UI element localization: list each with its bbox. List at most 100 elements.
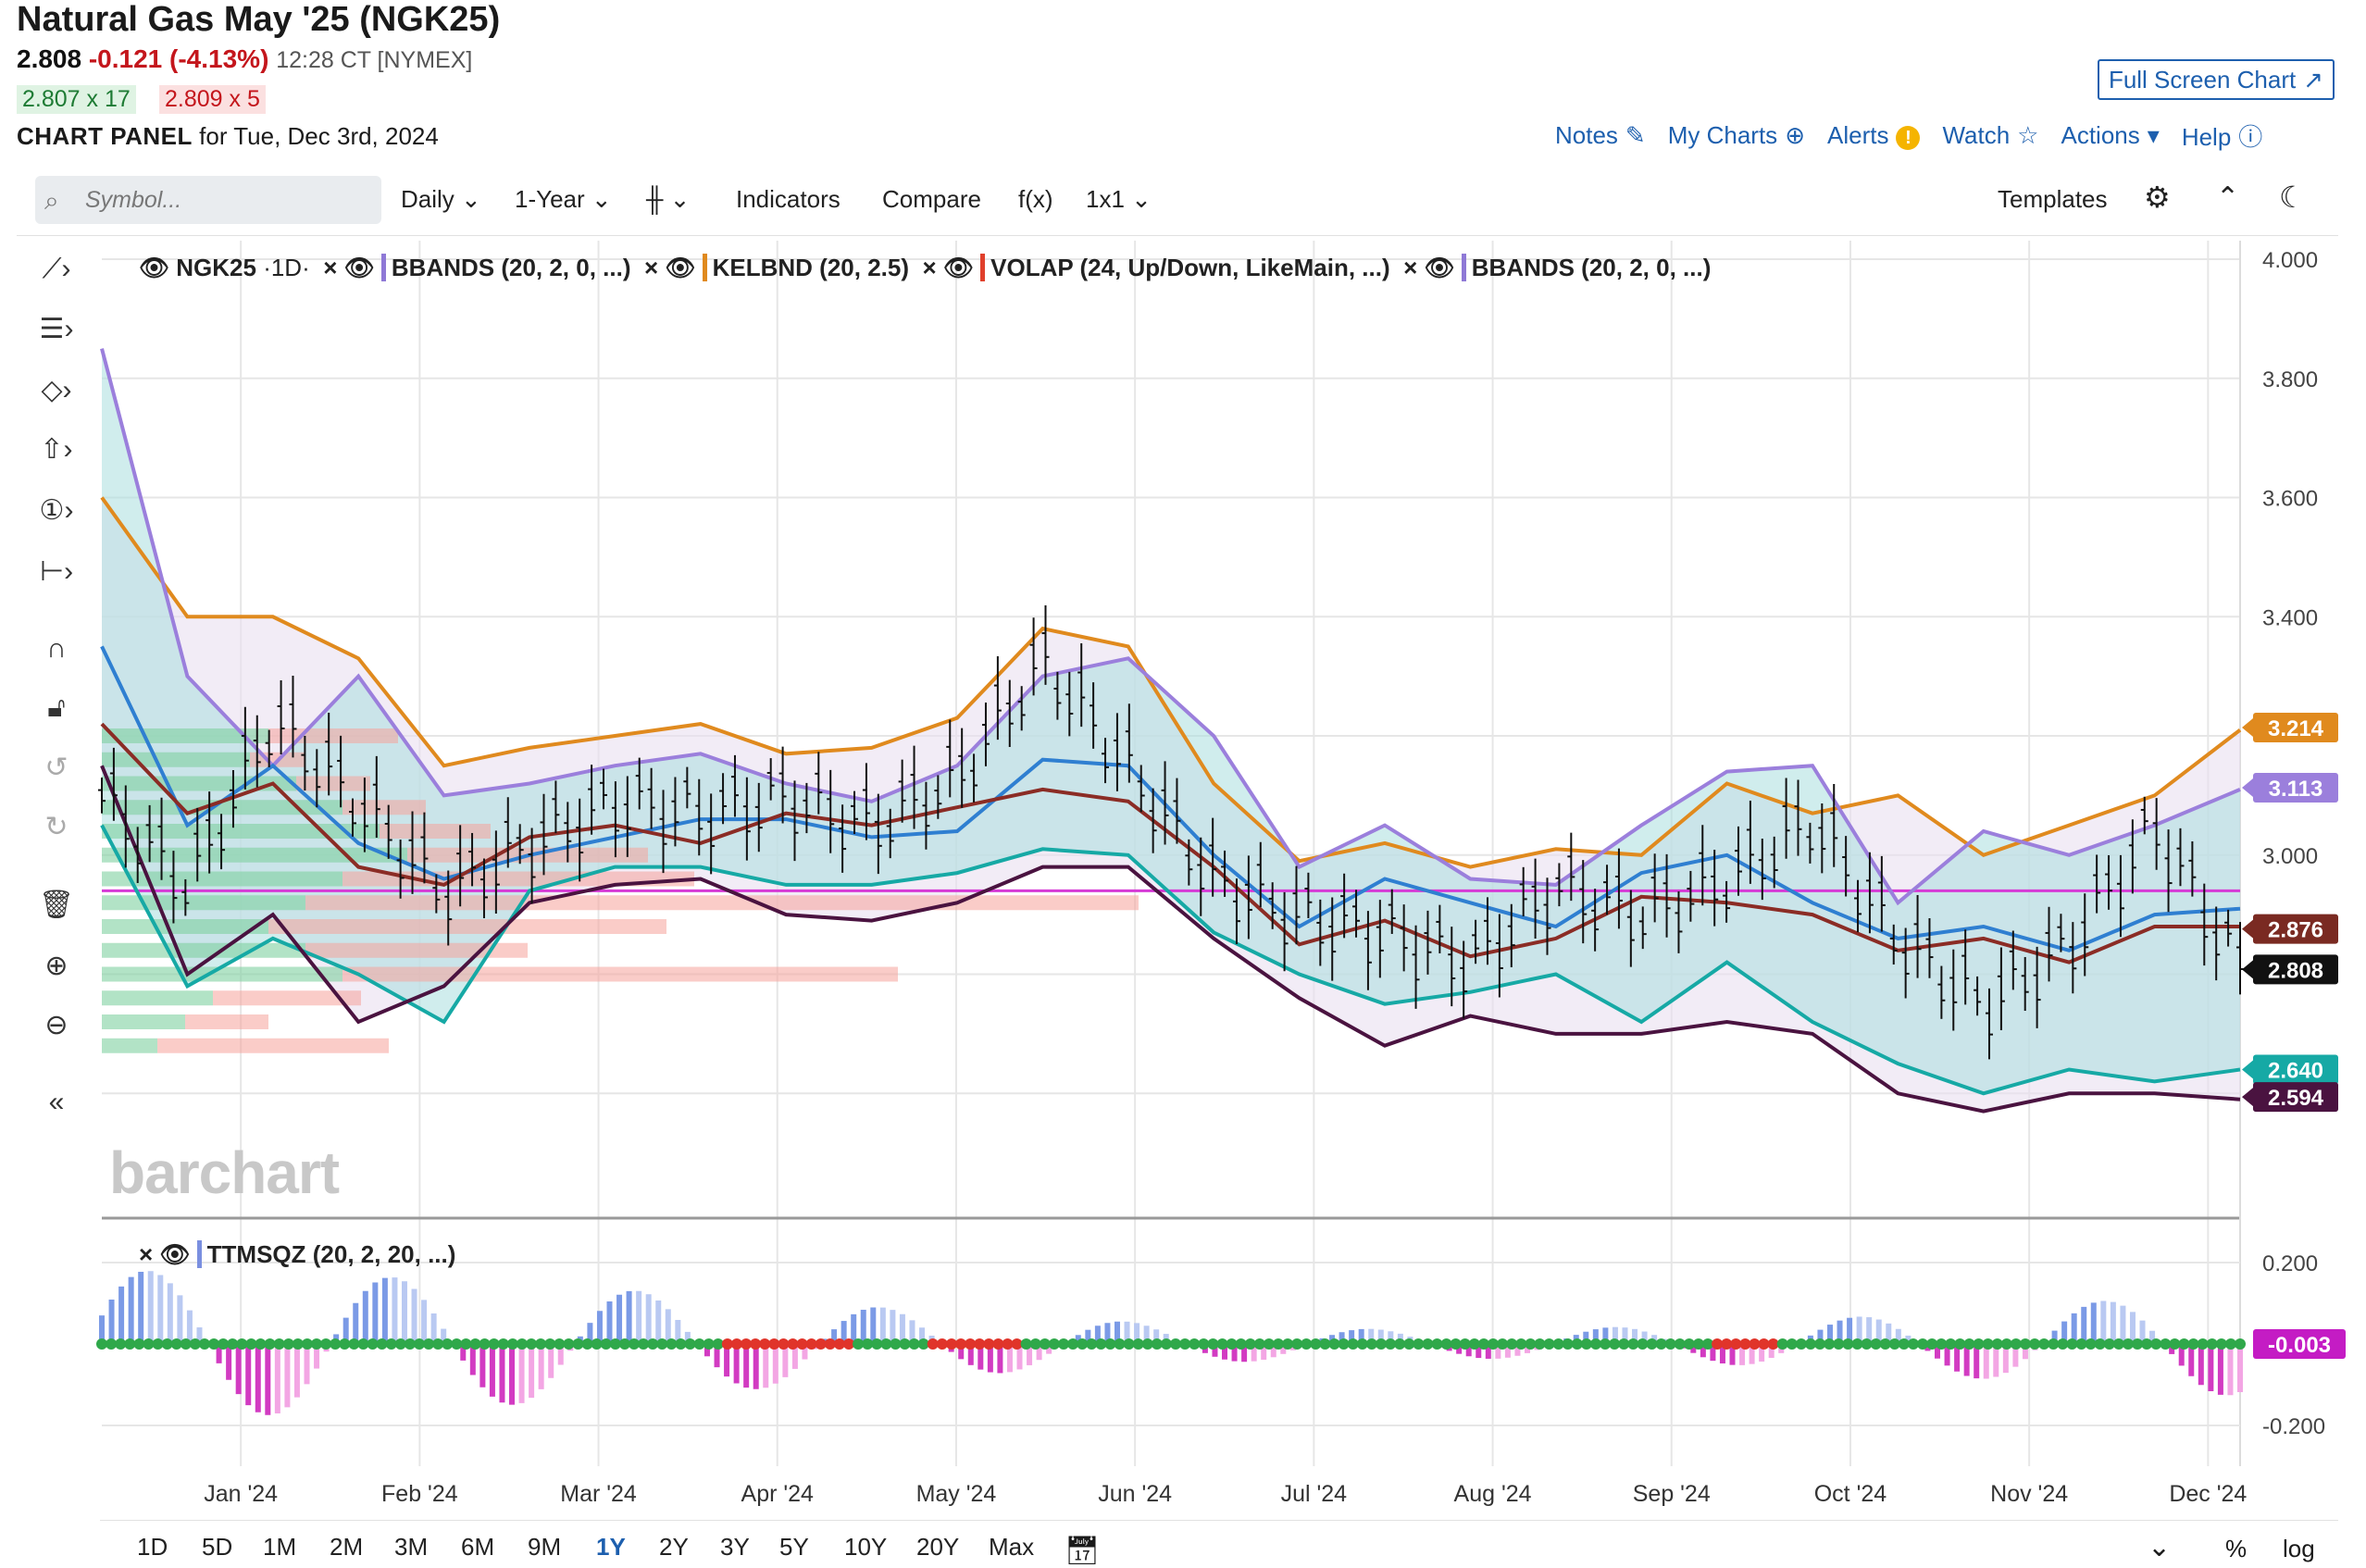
legend-study-1: BBANDS (20, 2, 0, ...) bbox=[380, 254, 631, 281]
timeframe-5y[interactable]: 5Y bbox=[779, 1533, 809, 1561]
redo-icon[interactable]: ↻ bbox=[44, 812, 68, 842]
calendar-icon[interactable]: 📅︎ bbox=[1065, 1536, 1101, 1566]
panel-name: CHART PANEL bbox=[17, 122, 193, 150]
full-screen-label: Full Screen Chart bbox=[2108, 65, 2297, 93]
squeeze-dot bbox=[1963, 1338, 1975, 1350]
timeframe-3y[interactable]: 3Y bbox=[720, 1533, 750, 1561]
percent-toggle[interactable]: % bbox=[2225, 1535, 2248, 1562]
last-price: 2.808 bbox=[17, 44, 82, 73]
layout-select[interactable]: 1x1 ⌄ bbox=[1086, 185, 1152, 213]
annotation-tool-icon[interactable]: ①› bbox=[39, 495, 74, 526]
symbol-search-input[interactable]: Symbol... bbox=[35, 176, 381, 224]
eye-icon[interactable]: 👁︎ bbox=[139, 254, 170, 281]
eye-icon[interactable]: 👁︎ bbox=[343, 254, 375, 281]
eye-icon[interactable]: 👁︎ bbox=[1424, 254, 1455, 281]
squeeze-dot bbox=[618, 1338, 630, 1350]
undo-icon[interactable]: ↺ bbox=[44, 753, 68, 783]
timeframe-2y[interactable]: 2Y bbox=[659, 1533, 689, 1561]
squeeze-dot bbox=[2150, 1338, 2162, 1350]
compare-button[interactable]: Compare bbox=[882, 185, 981, 213]
squeeze-dot bbox=[1011, 1338, 1023, 1350]
volume-profile-bar bbox=[296, 776, 370, 791]
close-icon[interactable]: × bbox=[643, 254, 659, 281]
close-icon[interactable]: × bbox=[1403, 254, 1418, 281]
timeframe-20y[interactable]: 20Y bbox=[916, 1533, 960, 1561]
zoom-out-icon[interactable]: ⊖ bbox=[44, 1010, 68, 1040]
eye-icon[interactable]: 👁︎ bbox=[942, 254, 974, 281]
squeeze-dot bbox=[469, 1338, 481, 1350]
close-icon[interactable]: × bbox=[139, 1240, 154, 1268]
squeeze-dot bbox=[824, 1338, 836, 1350]
legend-symbol: NGK25 bbox=[176, 254, 256, 281]
timeframe-5d[interactable]: 5D bbox=[202, 1533, 233, 1561]
eye-icon[interactable]: 👁︎ bbox=[665, 254, 696, 281]
unlock-icon[interactable]: 🔓︎ bbox=[47, 692, 66, 723]
squeeze-dot bbox=[1095, 1338, 1107, 1350]
trash-icon[interactable]: 🗑︎ bbox=[38, 890, 75, 920]
squeeze-dot bbox=[693, 1338, 705, 1350]
timeframe-10y[interactable]: 10Y bbox=[844, 1533, 888, 1561]
squeeze-dot bbox=[1039, 1338, 1051, 1350]
price-tag bbox=[2253, 1054, 2338, 1085]
timeframe-3m[interactable]: 3M bbox=[394, 1533, 429, 1561]
squeeze-dot bbox=[367, 1338, 379, 1350]
volume-profile-bar bbox=[268, 728, 398, 743]
volume-profile-bar bbox=[305, 942, 528, 958]
watch-link[interactable]: Watch ☆ bbox=[1942, 121, 2039, 149]
timeframe-2m[interactable]: 2M bbox=[330, 1533, 364, 1561]
collapse-icon[interactable]: ⌃ bbox=[2216, 182, 2240, 213]
timeframe-6m[interactable]: 6M bbox=[461, 1533, 495, 1561]
squeeze-dot bbox=[1356, 1338, 1368, 1350]
shape-tool-icon[interactable]: ◇› bbox=[41, 375, 72, 405]
chart-type-select[interactable]: ╫ ⌄ bbox=[646, 185, 690, 214]
timeframe-max[interactable]: Max bbox=[989, 1533, 1035, 1561]
notes-link[interactable]: Notes ✎ bbox=[1555, 121, 1646, 149]
templates-button[interactable]: Templates bbox=[1998, 185, 2108, 213]
y-tick-label: 3.800 bbox=[2262, 367, 2318, 392]
fx-button[interactable]: f(x) bbox=[1018, 185, 1053, 213]
timeframe-9m[interactable]: 9M bbox=[528, 1533, 562, 1561]
squeeze-dot bbox=[394, 1338, 406, 1350]
price-tag-label: 2.876 bbox=[2268, 918, 2323, 943]
collapse-sidebar-icon[interactable]: « bbox=[48, 1087, 65, 1117]
double-chevron-down-icon[interactable]: ⌄ bbox=[2148, 1532, 2172, 1562]
squeeze-dot bbox=[1991, 1338, 2003, 1350]
close-icon[interactable]: × bbox=[323, 254, 338, 281]
magnet-icon[interactable]: ∩ bbox=[46, 633, 67, 664]
squeeze-dot bbox=[563, 1338, 575, 1350]
measure-tool-icon[interactable]: ⊢› bbox=[39, 556, 74, 587]
squeeze-dot bbox=[1637, 1338, 1649, 1350]
timeframe-1m[interactable]: 1M bbox=[263, 1533, 297, 1561]
interval-select[interactable]: Daily ⌄ bbox=[401, 185, 481, 213]
eye-icon[interactable]: 👁︎ bbox=[159, 1240, 191, 1268]
price-change: -0.121 (-4.13%) bbox=[88, 44, 269, 73]
my-charts-link[interactable]: My Charts ⊕ bbox=[1667, 121, 1805, 149]
close-icon[interactable]: × bbox=[922, 254, 937, 281]
full-screen-button[interactable]: Full Screen Chart ↗ bbox=[2098, 59, 2335, 100]
squeeze-dot bbox=[143, 1338, 155, 1350]
price-tag-label: 3.214 bbox=[2268, 716, 2324, 741]
squeeze-dot bbox=[1301, 1338, 1313, 1350]
squeeze-dot bbox=[2010, 1338, 2022, 1350]
gear-icon[interactable]: ⚙ bbox=[2144, 180, 2171, 214]
moon-icon[interactable]: ☾ bbox=[2279, 180, 2306, 214]
trendline-tool-icon[interactable]: ⟋› bbox=[42, 254, 71, 284]
arrow-tool-icon[interactable]: ⇧› bbox=[40, 434, 73, 465]
volume-profile-bar bbox=[213, 990, 361, 1006]
squeeze-dot bbox=[1365, 1338, 1377, 1350]
squeeze-dot bbox=[1450, 1338, 1462, 1350]
alerts-link[interactable]: Alerts! bbox=[1827, 121, 1921, 150]
log-toggle[interactable]: log bbox=[2283, 1535, 2315, 1562]
zoom-in-icon[interactable]: ⊕ bbox=[44, 951, 68, 981]
help-link[interactable]: Help ⓘ bbox=[2182, 118, 2263, 153]
lower-price-tag bbox=[2253, 1329, 2346, 1359]
squeeze-dot bbox=[927, 1338, 939, 1350]
timeframe-1d[interactable]: 1D bbox=[137, 1533, 168, 1561]
legend-symbol-suffix: ·1D· bbox=[263, 254, 310, 281]
indicators-button[interactable]: Indicators bbox=[736, 185, 841, 213]
actions-menu[interactable]: Actions ▾ bbox=[2061, 121, 2160, 149]
range-select[interactable]: 1-Year ⌄ bbox=[515, 185, 612, 213]
timeframe-1y[interactable]: 1Y bbox=[596, 1533, 626, 1561]
fib-tool-icon[interactable]: ☰› bbox=[39, 314, 74, 344]
